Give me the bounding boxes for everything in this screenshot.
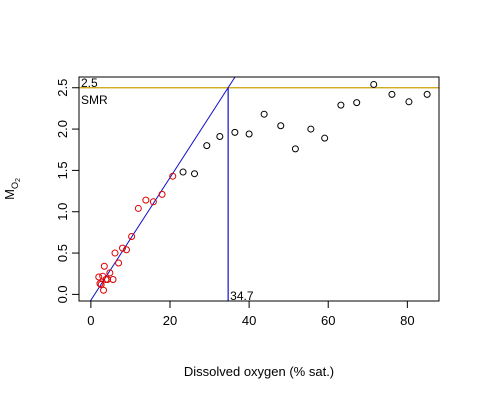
data-point-series-2 [405,98,413,106]
data-point-series-2 [191,170,199,178]
smr-label: SMR [81,93,108,107]
data-point-series-2 [423,90,431,98]
x-axis-label: Dissolved oxygen (% sat.) [184,364,334,379]
y-axis-label-main: M [2,189,17,200]
data-point-series-1 [96,280,104,288]
x-tick-label: 80 [400,313,414,328]
data-point-series-1 [169,172,177,180]
data-point-series-2 [203,142,211,150]
y-tick-label: 2.5 [55,79,70,97]
data-point-series-2 [388,90,396,98]
y-axis: 0.0 0.5 1.0 1.5 2.0 2.5 [55,79,80,303]
x-tick-label: 60 [321,313,335,328]
data-point-series-2 [216,133,224,141]
y-tick-label: 0.0 [55,285,70,303]
data-point-series-1 [128,233,136,241]
x-tick-label: 40 [242,313,256,328]
y-tick-label: 0.5 [55,244,70,262]
data-point-series-1 [134,204,142,212]
data-point-series-2 [291,145,299,153]
data-point-series-1 [149,198,157,206]
data-point-series-1 [122,246,130,254]
pcrit-label: 34.7 [230,289,254,303]
data-point-series-1 [115,259,123,267]
data-point-series-1 [119,244,127,252]
data-point-series-2 [231,128,239,136]
x-tick-label: 20 [163,313,177,328]
plot-frame [78,76,440,302]
data-point-series-2 [337,101,345,109]
data-point-series-2 [307,125,315,133]
y-axis-label-subsub: 2 [15,178,22,182]
data-point-series-2 [179,168,187,176]
x-axis: 0 20 40 60 80 [87,300,415,328]
x-tick-label: 0 [87,313,94,328]
smr-value-label: 2.5 [81,76,98,90]
y-axis-label-sub: O [10,182,20,189]
data-point-series-2 [245,130,253,138]
data-point-series-2 [370,80,378,88]
data-point-series-2 [321,134,329,142]
data-point-series-1 [158,190,166,198]
data-point-series-1 [95,273,103,281]
data-point-series-2 [353,99,361,107]
data-point-series-1 [106,269,114,277]
data-point-series-1 [100,262,108,270]
plot-area [79,77,439,301]
data-point-series-2 [260,110,268,118]
data-point-series-2 [277,122,285,130]
data-point-series-1 [100,286,108,294]
data-point-series-1 [109,276,117,284]
y-tick-label: 2.0 [55,120,70,138]
y-axis-label: MO2 [2,178,22,200]
data-point-series-1 [97,280,105,288]
data-point-series-1 [142,196,150,204]
regression-line [89,77,236,301]
y-tick-label: 1.5 [55,161,70,179]
y-tick-label: 1.0 [55,203,70,221]
data-point-series-1 [111,249,119,257]
